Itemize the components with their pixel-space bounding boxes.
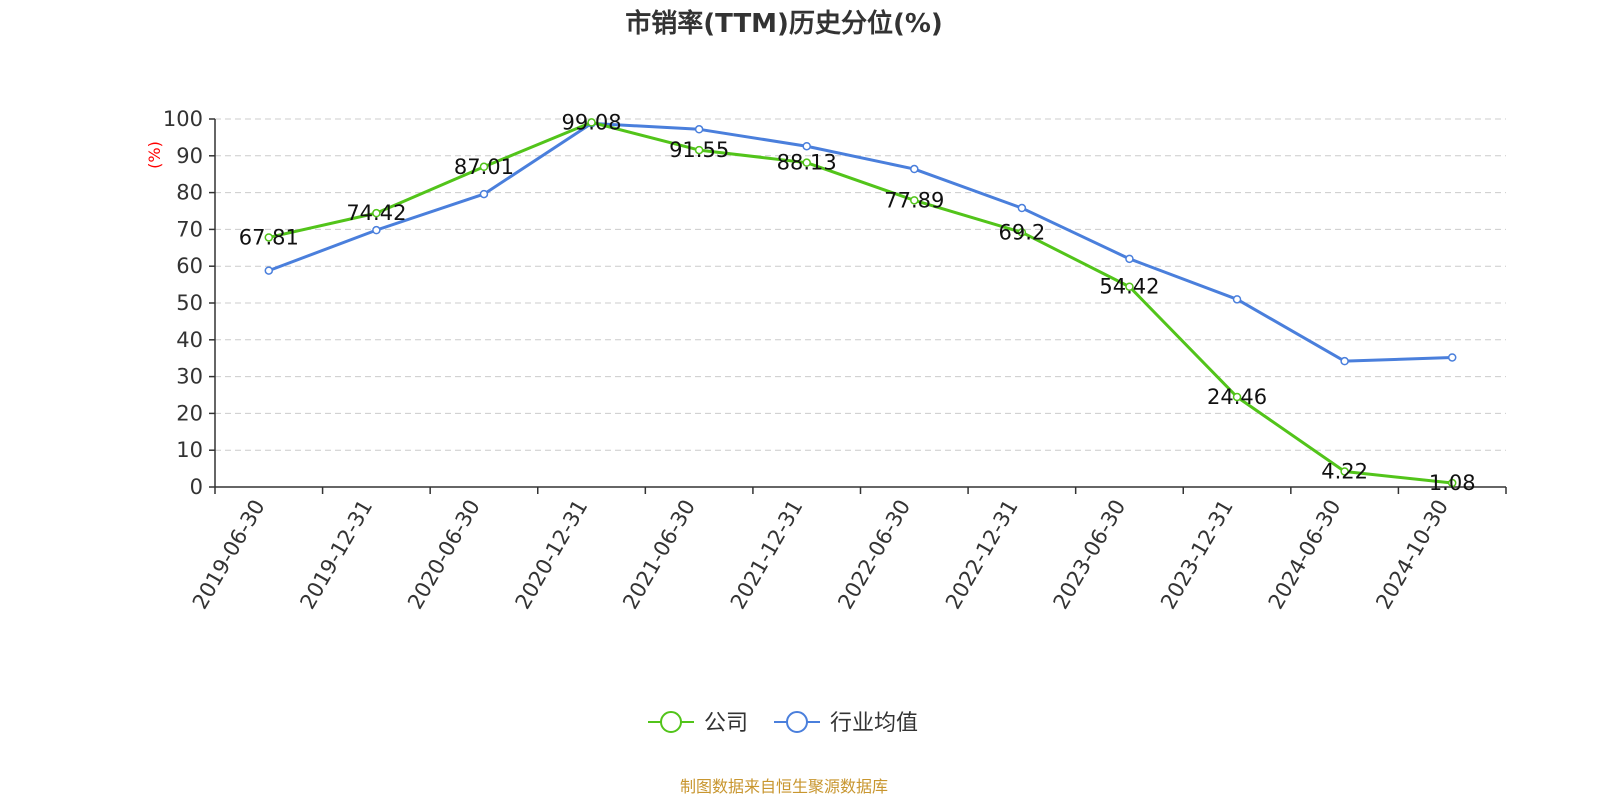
data-label: 99.08 xyxy=(561,110,621,134)
data-point[interactable] xyxy=(1447,478,1457,488)
y-tick-label: 40 xyxy=(176,328,203,352)
y-tick-label: 60 xyxy=(176,254,203,278)
y-tick-label: 50 xyxy=(176,291,203,315)
legend-swatch-marker[interactable] xyxy=(660,711,682,733)
series-line xyxy=(268,120,1453,485)
data-point[interactable] xyxy=(372,225,381,235)
y-tick-label: 30 xyxy=(176,365,203,389)
data-label: 74.42 xyxy=(346,201,406,225)
legend-label[interactable]: 行业均值 xyxy=(830,711,918,736)
data-label: 54.42 xyxy=(1099,275,1159,299)
x-tick-label: 2019-12-31 xyxy=(295,496,377,614)
data-label: 67.81 xyxy=(239,225,299,249)
data-point[interactable] xyxy=(802,158,811,167)
data-point[interactable] xyxy=(1232,392,1242,402)
data-point[interactable] xyxy=(1447,353,1457,362)
y-axis: 0 10 20 30 40 50 60 70 80 90 100 xyxy=(163,107,216,499)
x-tick-label: 2024-06-30 xyxy=(1264,496,1346,614)
series-layer xyxy=(264,118,1457,488)
y-tick-label: 80 xyxy=(176,181,203,205)
data-labels: 67.81 74.42 87.01 99.08 91.55 88.13 77.89 69.2 5… xyxy=(239,110,1476,495)
data-point[interactable] xyxy=(694,145,704,155)
data-point[interactable] xyxy=(1017,228,1027,237)
data-label: 77.89 xyxy=(884,188,944,212)
x-tick-label: 2019-06-30 xyxy=(188,496,270,614)
data-label: 91.55 xyxy=(669,138,729,162)
data-point[interactable] xyxy=(910,196,919,205)
legend-swatch-marker[interactable] xyxy=(786,711,808,733)
data-point[interactable] xyxy=(1232,295,1242,304)
legend-label[interactable]: 公司 xyxy=(704,711,748,736)
data-point[interactable] xyxy=(1125,254,1134,264)
x-tick-label: 2021-06-30 xyxy=(618,496,700,614)
x-tick-label: 2022-06-30 xyxy=(833,496,915,614)
y-tick-label: 90 xyxy=(176,144,203,168)
data-label: 1.08 xyxy=(1429,471,1476,495)
y-axis-label: (%) xyxy=(145,141,164,169)
data-point[interactable] xyxy=(479,189,489,199)
data-point[interactable] xyxy=(1017,203,1027,213)
data-point[interactable] xyxy=(372,208,381,218)
x-tick-label: 2021-12-31 xyxy=(726,496,808,614)
data-point[interactable] xyxy=(264,266,274,275)
x-tick-label: 2022-12-31 xyxy=(941,496,1023,614)
data-label: 24.46 xyxy=(1207,385,1267,409)
data-label: 69.2 xyxy=(998,220,1045,244)
data-label: 87.01 xyxy=(454,155,514,179)
data-point[interactable] xyxy=(802,141,811,151)
data-point[interactable] xyxy=(694,125,704,134)
x-tick-label: 2020-12-31 xyxy=(511,496,593,614)
data-point[interactable] xyxy=(1125,282,1134,291)
y-tick-label: 20 xyxy=(176,401,203,425)
data-point[interactable] xyxy=(264,233,274,242)
y-tick-label: 100 xyxy=(163,107,203,131)
x-tick-label: 2023-06-30 xyxy=(1049,496,1131,614)
y-tick-label: 10 xyxy=(176,438,203,462)
data-point[interactable] xyxy=(1340,467,1349,476)
source-note: 制图数据来自恒生聚源数据库 xyxy=(680,777,888,796)
data-point[interactable] xyxy=(587,118,596,127)
data-point[interactable] xyxy=(479,162,489,172)
data-point[interactable] xyxy=(910,164,919,174)
grid-lines xyxy=(215,118,1506,451)
data-label: 88.13 xyxy=(777,151,837,175)
chart-title: 市销率(TTM)历史分位(%) xyxy=(625,8,943,39)
x-tick-label: 2023-12-31 xyxy=(1156,496,1238,614)
x-axis: 2019-06-30 2019-12-31 2020-06-30 2020-12-31… xyxy=(188,486,1507,614)
legend[interactable]: 公司 行业均值 xyxy=(648,711,918,736)
data-point[interactable] xyxy=(1340,356,1349,366)
y-tick-label: 70 xyxy=(176,217,203,241)
series-line xyxy=(268,121,1453,363)
x-tick-label: 2024-10-30 xyxy=(1371,496,1453,614)
x-tick-label: 2020-06-30 xyxy=(403,496,485,614)
y-tick-label: 0 xyxy=(190,475,203,499)
data-label: 4.22 xyxy=(1321,459,1368,483)
